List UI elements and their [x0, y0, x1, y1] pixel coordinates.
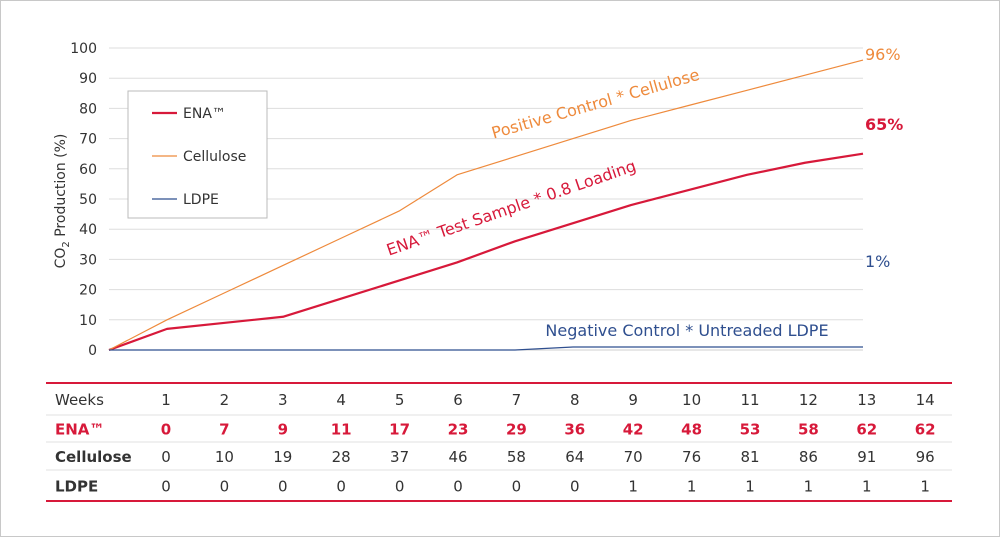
legend-box — [127, 90, 268, 219]
legend-label: Cellulose — [183, 149, 246, 165]
y-tick-label: 20 — [79, 283, 97, 299]
table-cell: 10 — [215, 448, 234, 466]
table-cell: 0 — [278, 478, 288, 496]
series-line — [108, 152, 864, 352]
y-tick-label: 0 — [88, 343, 97, 359]
table-cell: 42 — [623, 421, 644, 439]
table-column-header: 12 — [799, 391, 818, 409]
table-cell: 0 — [395, 478, 405, 496]
table-cell: 1 — [745, 478, 755, 496]
legend-label: ENA™ — [183, 106, 226, 122]
table-cell: 0 — [161, 448, 171, 466]
table-cell: 0 — [220, 478, 230, 496]
table-cell: 29 — [506, 421, 527, 439]
table-cell: 58 — [507, 448, 526, 466]
y-tick-label: 30 — [79, 252, 97, 268]
table-column-header: 13 — [857, 391, 876, 409]
y-tick-label: 40 — [79, 222, 97, 238]
y-axis-label-rest: Production (%) — [53, 134, 69, 242]
table-column-header: 10 — [682, 391, 701, 409]
table-cell: 91 — [857, 448, 876, 466]
y-axis-label-text: CO2 Production (%) — [53, 134, 72, 269]
table-cell: 0 — [161, 478, 171, 496]
series-end-label: 65% — [865, 115, 903, 134]
table-header-label: Weeks — [55, 391, 104, 409]
series-end-label: 1% — [865, 252, 890, 271]
y-axis-label-main: CO — [53, 248, 69, 269]
table-cell: 86 — [799, 448, 818, 466]
y-tick-label: 80 — [79, 101, 97, 117]
table-cell: 96 — [916, 448, 935, 466]
series-end-labels: 65% 96% 1% — [865, 45, 903, 271]
table-cell: 53 — [740, 421, 761, 439]
table-cell: 81 — [740, 448, 759, 466]
y-tick-label: 100 — [70, 41, 97, 57]
table-row-label: LDPE — [55, 478, 98, 496]
table-cell: 76 — [682, 448, 701, 466]
table-row-label: ENA™ — [55, 421, 104, 439]
table-cell: 58 — [798, 421, 819, 439]
series-line — [108, 59, 864, 351]
y-axis-label: CO2 Production (%) — [53, 134, 72, 269]
table-cell: 7 — [219, 421, 229, 439]
table-column-header: 7 — [512, 391, 522, 409]
table-column-header: 9 — [628, 391, 638, 409]
table-column-header: 6 — [453, 391, 463, 409]
table-cell: 0 — [336, 478, 346, 496]
table-cell: 0 — [453, 478, 463, 496]
table-cell: 0 — [570, 478, 580, 496]
series-lines — [108, 59, 864, 352]
table-cell: 1 — [804, 478, 814, 496]
table-cell: 1 — [687, 478, 697, 496]
table-cell: 1 — [628, 478, 638, 496]
table-cell: 11 — [331, 421, 352, 439]
table-column-header: 4 — [336, 391, 346, 409]
series-annotation: Positive Control * Cellulose — [489, 65, 701, 143]
table-cell: 37 — [390, 448, 409, 466]
y-tick-label: 50 — [79, 192, 97, 208]
table-cell: 0 — [512, 478, 522, 496]
table-cell: 48 — [681, 421, 702, 439]
series-annotations: ENA™ Test Sample * 0.8 Loading Positive C… — [384, 65, 829, 340]
table-column-header: 14 — [916, 391, 935, 409]
table-cell: 64 — [565, 448, 584, 466]
table-cell: 23 — [448, 421, 469, 439]
table-column-header: 2 — [220, 391, 230, 409]
y-axis-label-subscript: 2 — [61, 241, 72, 247]
table-cell: 70 — [624, 448, 643, 466]
table-column-header: 3 — [278, 391, 288, 409]
table-cell: 46 — [448, 448, 467, 466]
y-tick-label: 60 — [79, 162, 97, 178]
table-column-header: 11 — [740, 391, 759, 409]
series-line — [109, 346, 863, 351]
table-row-label: Cellulose — [55, 448, 132, 466]
legend-label: LDPE — [183, 192, 219, 208]
series-end-label: 96% — [865, 45, 901, 64]
y-axis-ticks: 0 10 20 30 40 50 60 70 80 90 100 — [70, 41, 97, 359]
table-cell: 19 — [273, 448, 292, 466]
y-tick-label: 90 — [79, 71, 97, 87]
table-column-header: 8 — [570, 391, 580, 409]
table-cell: 1 — [920, 478, 930, 496]
table-cell: 17 — [389, 421, 410, 439]
y-tick-label: 70 — [79, 132, 97, 148]
table-cell: 1 — [862, 478, 872, 496]
y-tick-label: 10 — [79, 313, 97, 329]
table-cell: 36 — [564, 421, 585, 439]
table-column-header: 5 — [395, 391, 405, 409]
table-cell: 62 — [915, 421, 936, 439]
table-cell: 0 — [161, 421, 171, 439]
table-cell: 28 — [332, 448, 351, 466]
table-cell: 62 — [856, 421, 877, 439]
table-column-header: 1 — [161, 391, 171, 409]
legend: ENA™ Cellulose LDPE — [127, 90, 268, 219]
table-cell: 9 — [278, 421, 288, 439]
series-annotation: Negative Control * Untreaded LDPE — [545, 321, 828, 340]
series-annotation: ENA™ Test Sample * 0.8 Loading — [384, 156, 638, 259]
